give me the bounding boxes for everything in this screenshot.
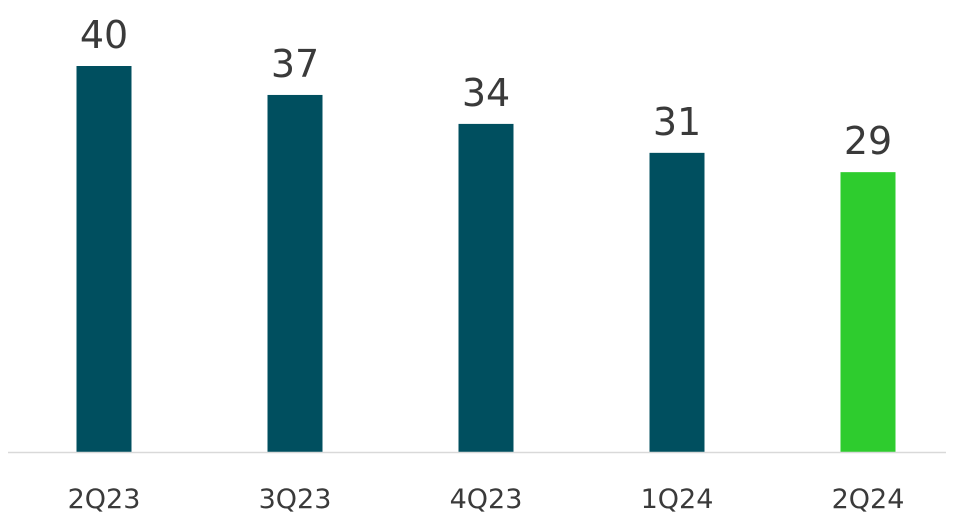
- value-label-2Q23: 40: [80, 13, 128, 57]
- bar-4Q23: [458, 123, 514, 453]
- bars-group: [76, 66, 896, 453]
- category-label-2Q24: 2Q24: [832, 484, 905, 514]
- bar-2Q23: [76, 66, 132, 452]
- category-label-4Q23: 4Q23: [450, 484, 523, 514]
- value-label-1Q24: 31: [653, 100, 701, 144]
- bar-3Q23: [267, 94, 323, 452]
- bar-1Q24: [649, 152, 705, 452]
- category-label-3Q23: 3Q23: [259, 484, 332, 514]
- category-label-1Q24: 1Q24: [641, 484, 714, 514]
- category-labels-group: 2Q23 3Q23 4Q23 1Q24 2Q24: [68, 484, 905, 514]
- value-label-2Q24: 29: [844, 119, 892, 163]
- category-label-2Q23: 2Q23: [68, 484, 141, 514]
- value-label-4Q23: 34: [462, 71, 510, 115]
- value-labels-group: 40 37 34 31 29: [80, 13, 892, 163]
- value-label-3Q23: 37: [271, 42, 319, 86]
- bar-2Q24: [840, 172, 896, 452]
